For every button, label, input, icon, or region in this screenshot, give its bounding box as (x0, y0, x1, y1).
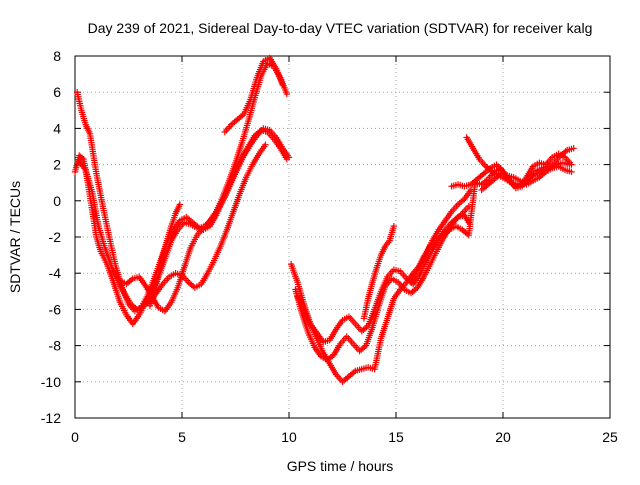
y-tick-label: 4 (53, 120, 61, 136)
series-track-h (292, 203, 472, 364)
y-tick-label: -10 (41, 374, 61, 390)
data-point (176, 201, 184, 208)
series-track-g (287, 186, 475, 385)
y-tick-label: 6 (53, 84, 61, 100)
x-tick-label: 5 (178, 429, 186, 445)
data-point (78, 154, 86, 162)
grid-layer (75, 56, 610, 418)
data-point (262, 141, 269, 148)
y-axis-label: SDTVAR / TECUs (7, 181, 23, 293)
y-tick-label: 0 (53, 193, 61, 209)
series-track-b (73, 89, 293, 315)
chart-title: Day 239 of 2021, Sidereal Day-to-day VTE… (88, 20, 593, 36)
x-tick-label: 10 (281, 429, 297, 445)
data-point (566, 161, 573, 168)
series-track-d (110, 60, 291, 315)
series-track-f (221, 54, 286, 136)
x-tick-label: 0 (71, 429, 79, 445)
data-point (568, 168, 575, 176)
y-tick-label: -4 (49, 265, 62, 281)
x-tick-label: 15 (388, 429, 404, 445)
series-track-j (360, 222, 398, 322)
x-tick-label: 25 (602, 429, 618, 445)
series-track-e (146, 201, 184, 309)
data-point (283, 90, 291, 98)
data-point (285, 154, 293, 161)
data-points (71, 54, 577, 385)
data-point (467, 186, 475, 194)
x-tick-label: 20 (495, 429, 511, 445)
data-point (570, 145, 577, 152)
y-tick-label: 2 (53, 157, 61, 173)
x-axis-label: GPS time / hours (287, 458, 394, 474)
series-track-l (448, 145, 577, 192)
y-tick-label: -6 (49, 301, 62, 317)
data-point (390, 222, 398, 230)
y-tick-label: -12 (41, 410, 61, 426)
series-track-n (478, 163, 575, 194)
y-tick-label: -8 (49, 338, 62, 354)
y-tick-label: -2 (49, 229, 62, 245)
axis-labels: Day 239 of 2021, Sidereal Day-to-day VTE… (7, 20, 592, 474)
y-tick-label: 8 (53, 48, 61, 64)
axis-ticks: 0 5 10 15 20 25 -12 -10 -8 -6 -4 -2 0 2 4 6 8 (41, 48, 618, 445)
data-point (279, 81, 286, 89)
